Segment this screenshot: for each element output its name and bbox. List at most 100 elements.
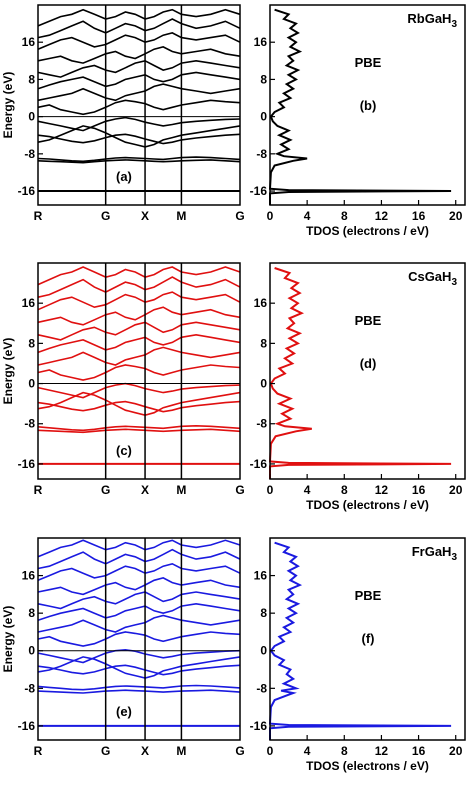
band-line: [37, 562, 241, 582]
y-tick-label: -16: [250, 457, 268, 471]
band-line: [37, 8, 241, 27]
band-line: [37, 83, 241, 102]
k-point-label: R: [34, 483, 43, 497]
y-axis-label: Energy (eV): [1, 338, 15, 405]
tdos-curve: [268, 541, 452, 740]
band-frame: [37, 262, 241, 480]
y-tick-label: 8: [260, 336, 267, 350]
tdos-frame: [269, 537, 466, 741]
band-line: [37, 71, 241, 90]
y-tick-label: -8: [24, 681, 35, 695]
k-point-label: M: [176, 483, 186, 497]
band-line: [37, 133, 241, 145]
y-tick-label: 0: [260, 377, 267, 391]
y-tick-label: 16: [254, 35, 268, 49]
y-tick-label: 0: [28, 110, 35, 124]
method-label: PBE: [355, 55, 382, 70]
y-tick-label: -8: [256, 147, 267, 161]
y-tick-label: 8: [28, 72, 35, 86]
band-line: [37, 99, 241, 116]
y-tick-label: 0: [28, 644, 35, 658]
k-point-label: M: [176, 744, 186, 758]
x-tick-label: 16: [412, 483, 426, 497]
x-tick-label: 4: [304, 483, 311, 497]
band-line: [37, 32, 241, 50]
y-tick-label: -8: [24, 147, 35, 161]
band-line: [37, 46, 241, 64]
k-point-label: X: [141, 744, 149, 758]
band-line: [37, 156, 241, 163]
tdos-frame: [269, 262, 466, 480]
band-line: [37, 321, 241, 341]
x-axis-label: TDOS (electrons / eV): [306, 224, 429, 238]
tdos-curve: [268, 8, 452, 205]
k-point-label: M: [176, 209, 186, 223]
band-line: [37, 428, 241, 434]
k-point-label: G: [235, 744, 244, 758]
y-axis-label: Energy (eV): [1, 606, 15, 673]
y-tick-label: -16: [18, 184, 36, 198]
x-tick-label: 16: [412, 744, 426, 758]
y-tick-label: -16: [18, 457, 36, 471]
k-point-label: G: [101, 483, 110, 497]
x-tick-label: 12: [375, 744, 389, 758]
band-line: [37, 684, 241, 691]
compound-label: CsGaH3: [408, 269, 457, 288]
k-point-label: X: [141, 209, 149, 223]
band-line: [37, 424, 241, 432]
x-tick-label: 12: [375, 209, 389, 223]
y-tick-label: 0: [260, 644, 267, 658]
y-tick-label: -8: [24, 417, 35, 431]
band-line: [37, 631, 241, 647]
panel-label: (d): [360, 356, 377, 371]
band-line: [37, 116, 241, 132]
k-point-label: R: [34, 744, 43, 758]
y-tick-label: 16: [22, 35, 36, 49]
band-frame: [37, 4, 241, 206]
band-line: [37, 548, 241, 570]
y-tick-label: 16: [22, 296, 36, 310]
compound-label: FrGaH3: [412, 544, 458, 563]
band-line: [37, 18, 241, 39]
y-tick-label: 16: [254, 296, 268, 310]
panel-label: (e): [116, 704, 132, 719]
band-line: [37, 364, 241, 381]
x-tick-label: 20: [449, 744, 463, 758]
k-point-label: G: [101, 209, 110, 223]
band-line: [37, 602, 241, 621]
y-tick-label: 16: [22, 569, 36, 583]
y-tick-label: -16: [250, 184, 268, 198]
band-line: [37, 346, 241, 366]
k-point-label: G: [101, 744, 110, 758]
method-label: PBE: [355, 588, 382, 603]
band-line: [37, 400, 241, 413]
compound-label: RbGaH3: [407, 11, 457, 30]
y-tick-label: -8: [256, 417, 267, 431]
panel-label: (c): [116, 443, 132, 458]
x-tick-label: 4: [304, 209, 311, 223]
y-tick-label: -8: [256, 681, 267, 695]
band-line: [37, 656, 241, 679]
x-tick-label: 0: [267, 483, 274, 497]
y-tick-label: 0: [260, 110, 267, 124]
y-tick-label: 0: [28, 377, 35, 391]
k-point-label: X: [141, 483, 149, 497]
panel-label: (b): [360, 98, 377, 113]
panel-label: (a): [116, 169, 132, 184]
band-line: [37, 648, 241, 664]
band-line: [37, 333, 241, 354]
band-line: [37, 539, 241, 558]
method-label: PBE: [355, 313, 382, 328]
band-line: [37, 266, 241, 286]
band-line: [37, 125, 241, 148]
x-tick-label: 20: [449, 209, 463, 223]
x-tick-label: 8: [341, 209, 348, 223]
y-tick-label: 8: [28, 336, 35, 350]
y-tick-label: 8: [28, 606, 35, 620]
band-line: [37, 591, 241, 610]
band-line: [37, 276, 241, 298]
k-point-label: G: [235, 483, 244, 497]
y-tick-label: 8: [260, 72, 267, 86]
x-tick-label: 4: [304, 744, 311, 758]
